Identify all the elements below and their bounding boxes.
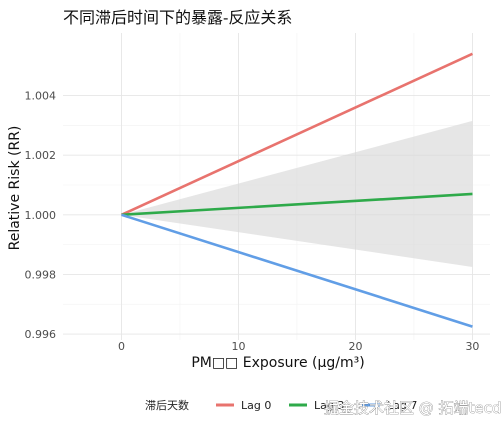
confidence-band-group: [121, 120, 473, 267]
legend: 滞后天数 Lag 0 Lag 3 Lag 7: [145, 399, 417, 412]
series-line-lag-0: [120, 52, 473, 216]
series-line-lag-7: [121, 213, 473, 328]
series-line-lag-3: [121, 192, 473, 217]
y-tick-label: 0.998: [25, 268, 57, 281]
y-tick-label: 1.002: [25, 149, 57, 162]
legend-label-lag-0: Lag 0: [241, 399, 271, 412]
plot-area: [63, 33, 490, 340]
watermark: 掘金技术社区 @ 拓端tecdat: [324, 399, 501, 417]
x-axis-title: PM□□ Exposure (μg/m³): [191, 355, 364, 371]
legend-label-lag-3: Lag 3: [314, 399, 344, 412]
y-axis-ticks: 0.996 0.998 1.000 1.002 1.004: [25, 90, 57, 341]
y-axis-title: Relative Risk (RR): [7, 126, 23, 251]
y-tick-label: 1.004: [25, 90, 57, 103]
chart-title: 不同滞后时间下的暴露-反应关系: [63, 8, 292, 27]
x-axis-ticks: 0 10 20 30: [118, 340, 479, 353]
legend-label-lag-7: Lag 7: [387, 399, 417, 412]
x-tick-label: 0: [118, 340, 125, 353]
x-tick-label: 10: [231, 340, 245, 353]
x-tick-label: 30: [465, 340, 479, 353]
y-tick-label: 0.996: [25, 328, 57, 341]
legend-title: 滞后天数: [145, 399, 189, 412]
x-tick-label: 20: [348, 340, 362, 353]
y-tick-label: 1.000: [25, 209, 57, 222]
confidence-band: [121, 120, 473, 267]
series-lines: [120, 52, 473, 328]
